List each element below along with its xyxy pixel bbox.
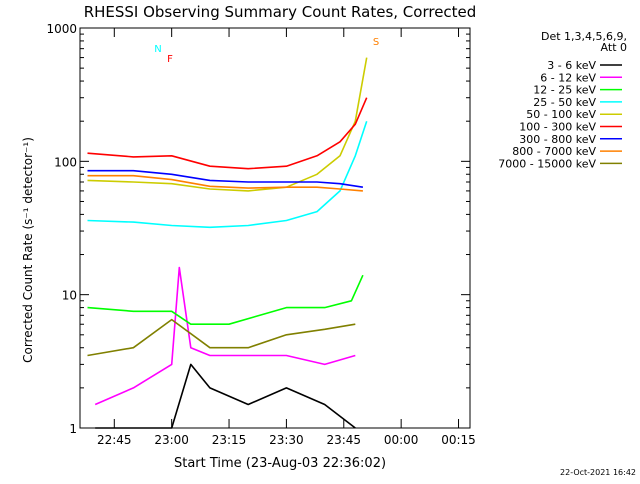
series-line-6 [87,97,368,170]
flag-label-f: F [167,54,173,65]
series-line-9 [87,318,356,357]
data-marks [87,57,368,429]
y-tick-label: 1 [69,422,77,436]
series-line-8 [87,174,363,192]
series-line-3 [87,274,364,326]
y-tick-label: 1000 [46,22,77,36]
legend-label-4: 25 - 50 keV [533,96,596,109]
y-tick-label: 10 [62,289,77,303]
series-line-5 [87,57,368,192]
x-tick-label: 23:00 [154,433,189,447]
x-tick-label: 00:00 [384,433,419,447]
x-axis-label: Start Time (23-Aug-03 22:36:02) [174,456,386,471]
legend-label-2: 6 - 12 keV [540,71,596,84]
legend-label-5: 50 - 100 keV [526,108,596,121]
series-line-2 [94,266,356,406]
series-line-7 [87,169,364,188]
plot-frame [79,27,471,429]
legend-label-3: 12 - 25 keV [533,84,596,97]
x-tick-label: 00:15 [441,433,476,447]
y-tick-label: 100 [54,155,77,169]
series-line-1 [95,363,356,429]
axes: 1 10 100 1000 22:45 23:00 23:15 23:30 23:45 00:00… [46,22,475,447]
y-axis-label: Corrected Count Rate (s⁻¹ detector⁻¹) [21,137,35,363]
plot-timestamp: 22-Oct-2021 16:42 [560,468,636,477]
x-tick-label: 23:30 [269,433,304,447]
legend-label-1: 3 - 6 keV [547,59,596,72]
flag-label-s: S [373,37,379,48]
legend-label-7: 300 - 800 keV [519,133,596,146]
y-axis-label-text: Corrected Count Rate (s⁻¹ detector⁻¹) [21,137,35,363]
legend-label-9: 7000 - 15000 keV [498,157,596,170]
flag-label-n: N [154,44,161,55]
chart-title: RHESSI Observing Summary Count Rates, Co… [84,3,477,21]
legend-label-8: 800 - 7000 keV [512,145,596,158]
attenuator-label: Att 0 [601,41,627,54]
series-line-4 [87,120,368,229]
legend-label-6: 100 - 300 keV [519,121,596,134]
x-tick-label: 23:45 [326,433,361,447]
x-tick-label: 23:15 [212,433,247,447]
detector-label: Det 1,3,4,5,6,9, [541,30,627,43]
x-tick-label: 22:45 [97,433,132,447]
